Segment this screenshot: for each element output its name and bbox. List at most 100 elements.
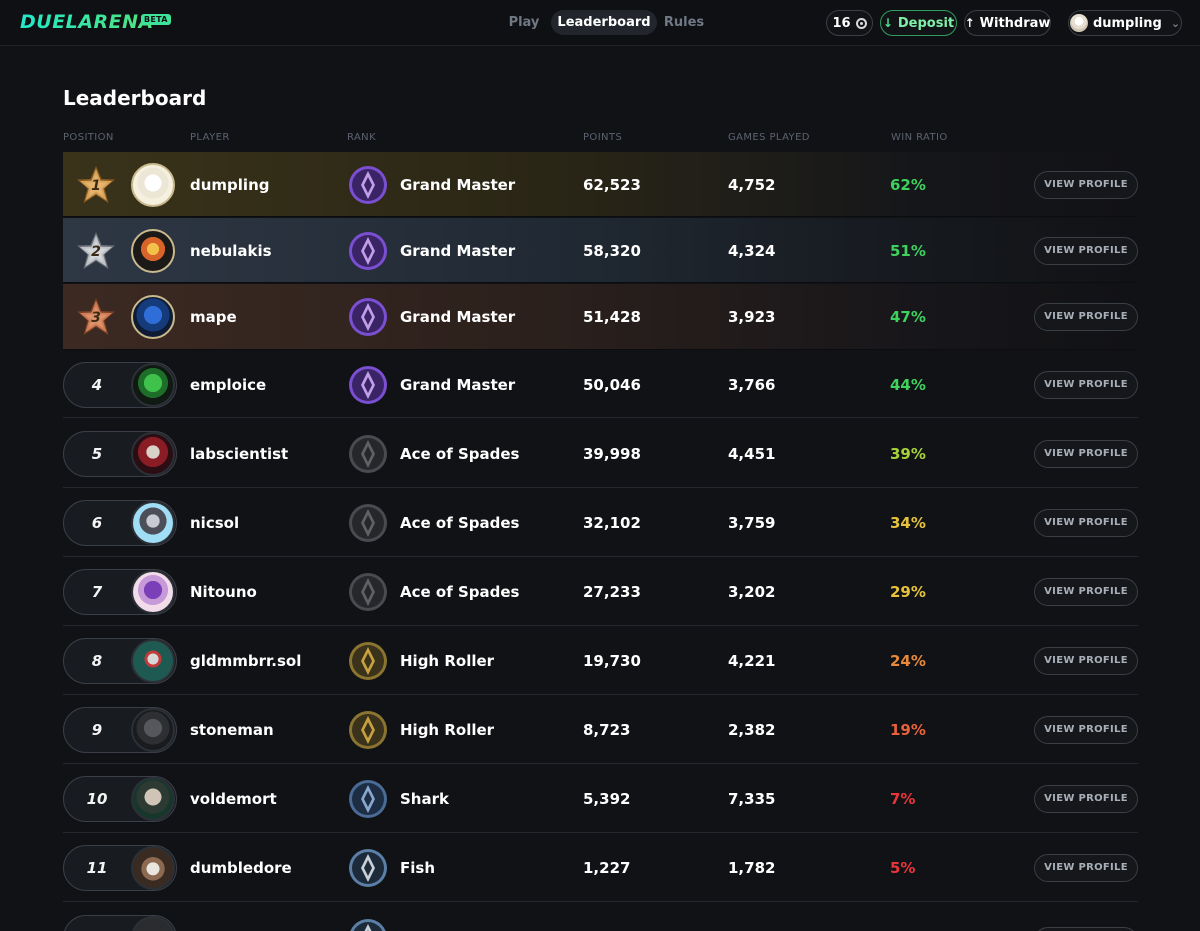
view-profile-button[interactable]	[1034, 927, 1138, 931]
view-profile-button[interactable]: VIEW PROFILE	[1034, 237, 1138, 265]
stone-statue-avatar[interactable]	[131, 708, 175, 752]
view-profile-button[interactable]: VIEW PROFILE	[1034, 647, 1138, 675]
flame-skull-avatar[interactable]	[131, 229, 175, 273]
ace-of-spades-icon	[348, 572, 388, 612]
ace-of-spades-icon	[348, 503, 388, 543]
view-profile-button[interactable]: VIEW PROFILE	[1034, 509, 1138, 537]
deposit-button[interactable]: ↓ Deposit	[880, 10, 957, 36]
player-name[interactable]: voldemort	[190, 790, 277, 808]
view-profile-button[interactable]: VIEW PROFILE	[1034, 578, 1138, 606]
grand-master-icon	[348, 297, 388, 337]
position-number: 5	[91, 445, 103, 463]
rank-name: Ace of Spades	[400, 583, 520, 601]
player-name[interactable]: nicsol	[190, 514, 240, 532]
view-profile-button[interactable]: VIEW PROFILE	[1034, 440, 1138, 468]
teal-figure-avatar[interactable]	[131, 639, 175, 683]
user-menu[interactable]: dumpling ⌄	[1068, 10, 1182, 36]
page-title: Leaderboard	[63, 86, 207, 110]
high-roller-icon	[348, 641, 388, 681]
games-played-value: 3,759	[728, 514, 776, 532]
player-name[interactable]: mape	[190, 308, 237, 326]
rank-name: Grand Master	[400, 308, 516, 326]
col-header-points: POINTS	[583, 132, 623, 143]
white-hooded-avatar[interactable]	[131, 163, 175, 207]
deposit-label: Deposit	[897, 15, 955, 31]
top-navbar: DUELARENA BETA Play Leaderboard Rules 16…	[0, 0, 1200, 46]
masked-figure-avatar[interactable]	[131, 432, 175, 476]
rank-name: Grand Master	[400, 242, 516, 260]
col-header-rank: RANK	[347, 132, 377, 143]
games-played-value: 1,782	[728, 859, 776, 877]
position-number: 6	[91, 514, 103, 532]
player-name[interactable]: labscientist	[190, 445, 289, 463]
points-value: 39,998	[583, 445, 641, 463]
position-number: 9	[91, 721, 103, 739]
fish-icon	[348, 918, 388, 931]
bald-man-avatar[interactable]	[131, 777, 175, 821]
view-profile-button[interactable]: VIEW PROFILE	[1034, 716, 1138, 744]
blue-figure-avatar[interactable]	[131, 295, 175, 339]
table-row: 2 nebulakis Grand Master 58,320 4,324 51% VIEW…	[63, 218, 1138, 283]
table-row: 7 Nitouno Ace of Spades 27,233 3,202 29% VIEW …	[63, 558, 1138, 626]
arrow-up-icon: ↑	[964, 16, 975, 30]
coin-icon	[855, 17, 867, 29]
view-profile-button[interactable]: VIEW PROFILE	[1034, 303, 1138, 331]
medal-bronze-icon: 3	[75, 296, 117, 338]
games-played-value: 3,923	[728, 308, 776, 326]
grand-master-icon	[348, 165, 388, 205]
player-name[interactable]: emploice	[190, 376, 267, 394]
view-profile-button[interactable]: VIEW PROFILE	[1034, 171, 1138, 199]
chevron-down-icon: ⌄	[1170, 16, 1181, 30]
view-profile-button[interactable]: VIEW PROFILE	[1034, 854, 1138, 882]
games-played-value: 2,382	[728, 721, 776, 739]
player-name[interactable]: dumbledore	[190, 859, 292, 877]
player-name[interactable]: gldmmbrr.sol	[190, 652, 302, 670]
position-number: 11	[86, 859, 108, 877]
medal-silver-icon: 2	[75, 230, 117, 272]
rank-name: Grand Master	[400, 176, 516, 194]
player-name[interactable]: nebulakis	[190, 242, 272, 260]
table-row: 6 nicsol Ace of Spades 32,102 3,759 34% VIEW P…	[63, 489, 1138, 557]
position-number: 7	[91, 583, 103, 601]
tab-rules[interactable]: Rules	[663, 15, 705, 30]
table-row: 4 emploice Grand Master 50,046 3,766 44% VIEW …	[63, 351, 1138, 418]
withdraw-label: Withdraw	[979, 15, 1051, 31]
tab-leaderboard[interactable]: Leaderboard	[551, 10, 657, 35]
rank-name: Ace of Spades	[400, 514, 520, 532]
arrow-down-icon: ↓	[882, 16, 893, 30]
shark-icon	[348, 779, 388, 819]
grand-master-icon	[348, 365, 388, 405]
games-played-value: 7,335	[728, 790, 776, 808]
win-ratio-value: 29%	[890, 583, 926, 601]
position-number: 8	[91, 652, 103, 670]
player-name[interactable]: dumpling	[190, 176, 270, 194]
wizard-avatar[interactable]	[131, 846, 175, 890]
withdraw-button[interactable]: ↑ Withdraw	[964, 10, 1051, 36]
games-played-value: 4,221	[728, 652, 776, 670]
player-name[interactable]: Nitouno	[190, 583, 257, 601]
purple-creature-avatar[interactable]	[131, 570, 175, 614]
balance-display[interactable]: 16	[826, 10, 873, 36]
robot-avatar[interactable]	[131, 501, 175, 545]
table-row: 5 labscientist Ace of Spades 39,998 4,451 39%…	[63, 420, 1138, 488]
tab-play[interactable]: Play	[508, 15, 540, 30]
view-profile-button[interactable]: VIEW PROFILE	[1034, 785, 1138, 813]
position-number: 4	[91, 376, 103, 394]
rank-name: High Roller	[400, 652, 495, 670]
table-row: 8 gldmmbrr.sol High Roller 19,730 4,221 24% VI…	[63, 627, 1138, 695]
green-alien-avatar[interactable]	[131, 363, 175, 407]
points-value: 51,428	[583, 308, 641, 326]
app-logo[interactable]: DUELARENA	[20, 11, 154, 33]
rank-name: High Roller	[400, 721, 495, 739]
player-name[interactable]: stoneman	[190, 721, 274, 739]
games-played-value: 4,324	[728, 242, 776, 260]
view-profile-button[interactable]: VIEW PROFILE	[1034, 371, 1138, 399]
col-header-games: GAMES PLAYED	[728, 132, 810, 143]
balance-value: 16	[832, 15, 851, 31]
win-ratio-value: 34%	[890, 514, 926, 532]
ace-of-spades-icon	[348, 434, 388, 474]
position-number: 1	[91, 178, 101, 194]
win-ratio-value: 19%	[890, 721, 926, 739]
table-row: 1 dumpling Grand Master 62,523 4,752 62% VIEW …	[63, 152, 1138, 217]
points-value: 32,102	[583, 514, 641, 532]
